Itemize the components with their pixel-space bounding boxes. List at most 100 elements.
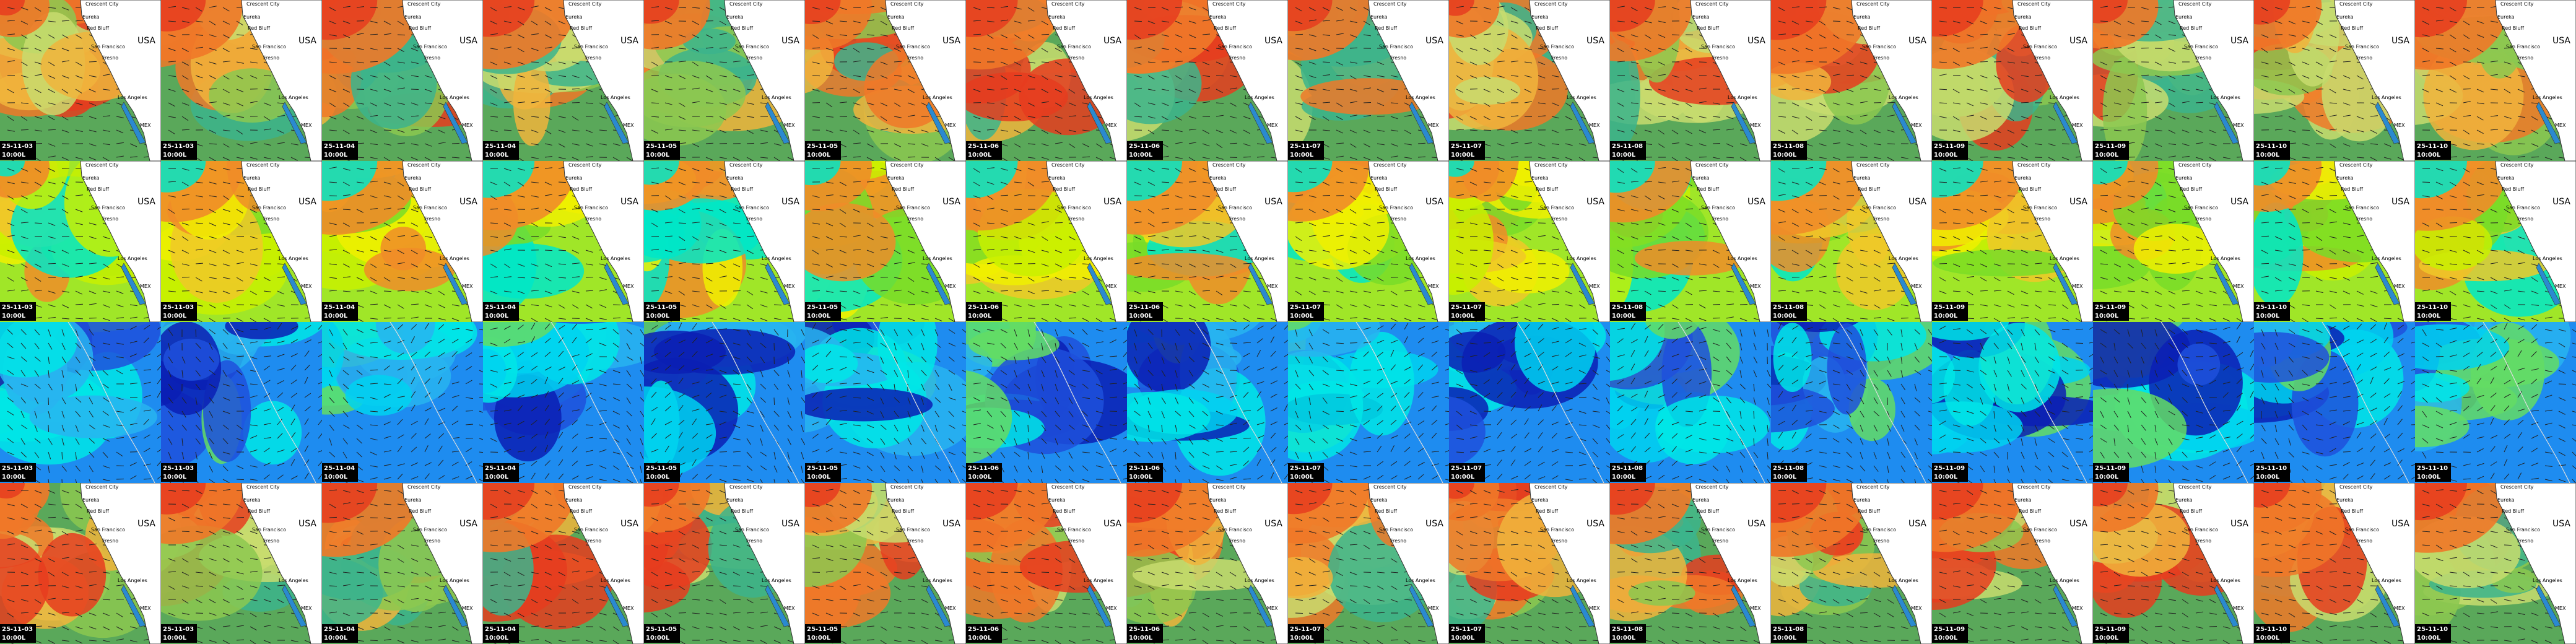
wind-arrow <box>143 354 151 357</box>
wind-arrow <box>812 195 820 198</box>
wind-arrow <box>973 48 981 51</box>
wind-arrow <box>1027 465 1032 472</box>
wind-arrow <box>733 479 741 481</box>
wind-arrow <box>356 383 364 387</box>
wind-arrow <box>921 438 927 445</box>
wind-arrow <box>48 503 56 506</box>
wind-arrow <box>664 352 671 357</box>
wind-arrow <box>89 129 97 133</box>
wind-arrow <box>290 393 297 398</box>
wind-arrow <box>209 424 213 432</box>
wind-arrow <box>787 479 790 483</box>
wind-arrow <box>1123 477 1127 480</box>
wind-arrow <box>7 263 15 267</box>
wind-arrow <box>424 378 430 385</box>
date-label: 25-11-05 <box>807 626 838 633</box>
wind-arrow <box>801 424 804 432</box>
wind-arrow <box>465 461 472 466</box>
wind-arrow <box>866 599 874 602</box>
wind-arrow <box>626 342 631 350</box>
wind-arrow <box>34 181 41 186</box>
wind-arrow <box>397 378 403 385</box>
wind-arrow <box>48 155 56 158</box>
wind-arrow <box>34 424 38 432</box>
wind-arrow <box>558 157 566 160</box>
wind-arrow <box>209 503 217 506</box>
wind-arrow <box>479 342 483 344</box>
wind-arrow <box>651 544 659 549</box>
wind-arrow <box>342 168 350 171</box>
wind-arrow <box>370 438 378 441</box>
wind-arrow <box>733 370 739 375</box>
wind-arrow <box>61 34 69 39</box>
wind-arrow <box>880 181 888 184</box>
wind-arrow <box>866 276 874 278</box>
wind-arrow <box>61 397 66 404</box>
wind-arrow <box>921 370 927 376</box>
wind-arrow <box>318 450 322 453</box>
date-label: 25-11-03 <box>163 465 194 472</box>
wind-arrow <box>572 116 579 121</box>
wind-arrow <box>277 304 285 307</box>
wind-arrow <box>329 102 336 108</box>
wind-arrow <box>746 411 754 414</box>
wind-arrow <box>599 289 607 292</box>
wind-arrow <box>168 6 176 8</box>
wind-arrow <box>1000 572 1009 573</box>
wind-arrow <box>1161 20 1169 23</box>
wind-arrow <box>825 7 833 10</box>
wind-arrow <box>760 625 768 627</box>
wind-arrow <box>7 356 15 360</box>
wind-arrow <box>168 89 176 92</box>
contour-region <box>805 202 896 282</box>
map-label: Eureka <box>243 14 261 20</box>
wind-arrow <box>424 89 432 92</box>
wind-arrow <box>880 572 887 577</box>
wind-arrow <box>34 263 41 268</box>
wind-arrow <box>678 116 686 120</box>
wind-arrow <box>490 181 498 186</box>
wind-arrow <box>692 531 700 534</box>
wind-arrow <box>544 20 552 25</box>
wind-arrow <box>746 558 754 560</box>
wind-arrow <box>1082 143 1090 147</box>
wind-arrow <box>880 479 887 483</box>
wind-arrow <box>222 558 230 562</box>
map-label: San Francisco <box>896 205 930 211</box>
wind-arrow <box>812 209 820 211</box>
wind-arrow <box>692 517 700 520</box>
wind-arrow <box>773 383 779 391</box>
wind-arrow <box>812 433 819 439</box>
wind-arrow <box>825 194 833 196</box>
wind-arrow <box>894 250 901 255</box>
